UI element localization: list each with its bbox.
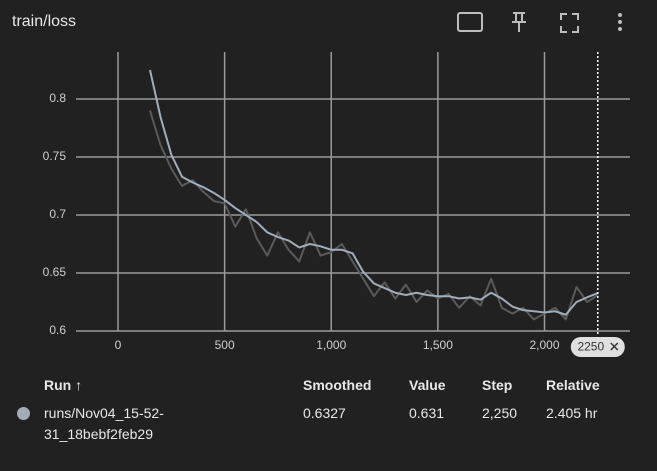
y-tick-label: 0.8 xyxy=(49,91,66,105)
x-tick-label: 1,000 xyxy=(316,338,346,352)
chart: train/loss 0.6 0.65 0.7 0.75 0.8 0 500 1,000 1,5… xyxy=(12,12,630,357)
run-name: runs/Nov04_15-52-31_18bebf2feb29 xyxy=(44,405,164,442)
smoothed-value: 0.6327 xyxy=(303,405,346,421)
run-color-dot xyxy=(17,407,30,420)
x-tick-label: 1,500 xyxy=(423,338,453,352)
header-run[interactable]: Run ↑ xyxy=(44,377,83,393)
y-tick-label: 0.75 xyxy=(43,149,67,163)
value: 0.631 xyxy=(409,405,445,421)
pin-icon[interactable] xyxy=(512,12,526,32)
series-line xyxy=(149,69,599,316)
cursor-step-label: 2250 xyxy=(577,340,604,354)
x-tick-label: 0 xyxy=(115,338,122,352)
step: 2,250 xyxy=(482,405,518,421)
x-tick-label: 2,000 xyxy=(529,338,559,352)
cursor-badge xyxy=(570,337,625,357)
y-tick-label: 0.6 xyxy=(49,323,66,337)
chart-title: train/loss xyxy=(12,13,76,30)
menu-icon[interactable] xyxy=(618,13,622,31)
header-step[interactable]: Step xyxy=(482,377,513,393)
header-value[interactable]: Value xyxy=(409,377,446,393)
fit-icon[interactable] xyxy=(457,12,483,32)
y-tick-label: 0.7 xyxy=(49,207,66,221)
toolbar xyxy=(457,12,622,33)
header-relative[interactable]: Relative xyxy=(546,377,600,393)
y-tick-label: 0.65 xyxy=(43,265,67,279)
series-line xyxy=(149,110,599,321)
relative: 2.405 hr xyxy=(546,405,598,421)
x-tick-label: 500 xyxy=(215,338,235,352)
header-smoothed[interactable]: Smoothed xyxy=(303,377,372,393)
cursor-close[interactable] xyxy=(610,342,619,351)
fullscreen-icon[interactable] xyxy=(560,13,579,33)
